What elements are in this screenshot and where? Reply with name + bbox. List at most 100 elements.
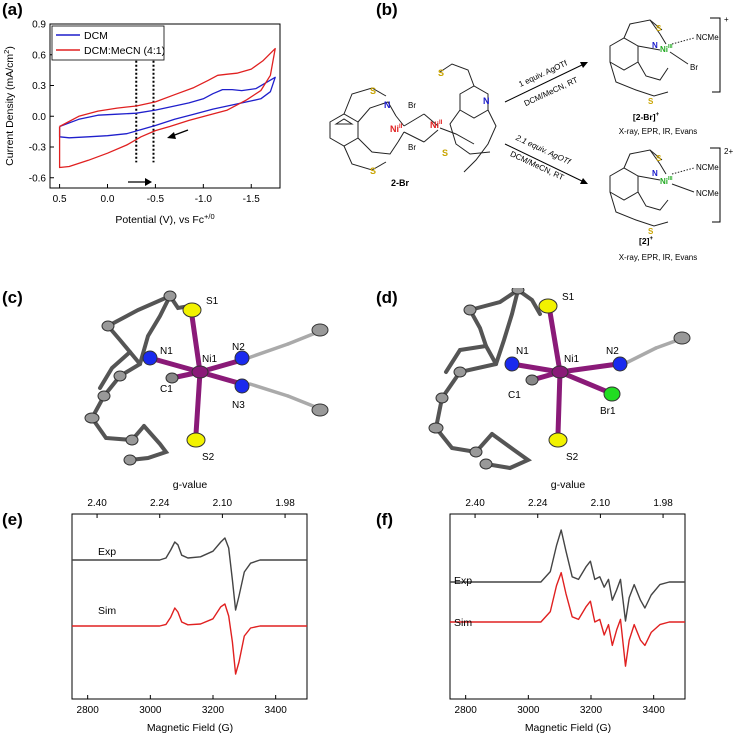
panel-label-c: (c) [2, 288, 23, 307]
epr-e-frame [71, 513, 308, 700]
atom-label-ni1: Ni1 [202, 354, 217, 365]
epr-xtick-label: 3200 [202, 705, 225, 716]
structure-c-atoms [84, 290, 329, 466]
atom-label-s1: S1 [206, 296, 219, 307]
epr-chart-f: g-value 2800 3000 3200 3400 2.40 2.24 2.10 1.98… [449, 479, 686, 734]
reaction-scheme: N S S S S N NiII NiII Br Br 2-Br 1 equiv… [329, 15, 733, 262]
reactant-label: 2-Br [391, 178, 410, 188]
panel-label-d: (d) [376, 288, 398, 307]
legend-label-mecn: DCM:MeCN (4:1) [84, 45, 165, 57]
reactant-s-label-top: S [370, 86, 376, 96]
product-bottom-ni: NiIII [660, 176, 673, 186]
atom-label-n1: N1 [160, 346, 173, 357]
panel-label-b: (b) [376, 0, 398, 19]
cv-ytick-label: 0.0 [32, 112, 46, 123]
epr-xtick-label: 3400 [643, 705, 666, 716]
product-top-ni: NiIII [660, 44, 673, 54]
reactant-ni-1: NiII [390, 124, 403, 134]
cv-chart: 0.5 0.0 -0.5 -1.0 -1.5 -0.6 -0.3 0.0 0.3 0.6 0.9 D… [2, 20, 281, 226]
legend-label-dcm: DCM [84, 30, 108, 42]
epr-f-top-xlabel: g-value [551, 479, 586, 491]
reactant-n-label-2: N [483, 96, 490, 106]
reactant-br-top: Br [408, 101, 416, 110]
structure-d-bonds [433, 288, 542, 471]
epr-f-label-sim: Sim [454, 617, 472, 629]
scan-arrow-right [128, 178, 152, 186]
product-top-label: [2-Br]+ [633, 112, 660, 122]
epr-xtick-label: 2800 [455, 705, 478, 716]
reactant-s-label-3: S [442, 148, 448, 158]
epr-f-frame [449, 513, 686, 700]
product-bottom-s-label-1: S [656, 154, 662, 163]
product-top-bracket-charge: + [724, 15, 729, 24]
cv-xtick-label: -1.5 [243, 194, 261, 205]
epr-gtick-label: 2.40 [87, 498, 107, 509]
epr-curve-0 [72, 537, 307, 611]
atom-label-n2: N2 [232, 342, 245, 353]
product-top-br: Br [690, 63, 698, 72]
epr-xtick-label: 3000 [517, 705, 540, 716]
epr-curve-1 [72, 603, 307, 675]
product-top-s-label-1: S [656, 24, 662, 33]
structure-d-atoms [428, 288, 691, 470]
cv-ytick-label: -0.3 [29, 143, 47, 154]
cv-ylabel: Current Density (mA/cm2) [2, 46, 16, 166]
reactant-n-label: N [384, 100, 391, 110]
epr-xtick-label: 3200 [580, 705, 603, 716]
atom-label-ni1-d: Ni1 [564, 354, 579, 365]
product-bottom-ncme-1: NCMe [696, 163, 719, 172]
epr-gtick-label: 2.40 [465, 498, 485, 509]
epr-e-label-exp: Exp [98, 546, 116, 558]
atom-label-s1-d: S1 [562, 292, 575, 303]
reactant-2-br-structure [329, 63, 497, 173]
atom-label-n2-d: N2 [606, 346, 619, 357]
product-bottom-s-label-2: S [648, 227, 654, 236]
product-bottom-label: [2]+ [639, 236, 653, 246]
reaction-arrow-top [504, 63, 585, 103]
product-bottom-ncme-2: NCMe [696, 189, 719, 198]
crystal-structure-c: S1 N1 Ni1 N2 N3 C1 S2 [84, 290, 329, 466]
cv-xtick-label: 0.0 [101, 194, 115, 205]
epr-gtick-label: 2.24 [150, 498, 170, 509]
cv-xtick-label: -0.5 [147, 194, 165, 205]
product-top-n-label: N [652, 41, 658, 50]
cv-ytick-label: 0.6 [32, 50, 46, 61]
epr-gtick-label: 2.10 [591, 498, 611, 509]
epr-gtick-label: 2.10 [213, 498, 233, 509]
epr-chart-e: g-value 2800 3000 3200 3400 2.40 2.24 2.10 1.98… [71, 479, 308, 734]
atom-label-br1-d: Br1 [600, 406, 616, 417]
product-bottom-bracket-charge: 2+ [724, 147, 733, 156]
cv-ytick-label: 0.9 [32, 20, 46, 31]
cv-plot-frame [49, 23, 281, 189]
cv-curve-0 [58, 76, 276, 139]
reactant-s-label-bottom: S [370, 166, 376, 176]
product-top-bracket [710, 17, 721, 93]
product-bottom-bracket [710, 147, 721, 223]
cv-xtick-label: -1.0 [195, 194, 213, 205]
epr-f-label-exp: Exp [454, 575, 472, 587]
product-2-structure [609, 149, 695, 227]
reactant-s-label-2: S [438, 68, 444, 78]
reactant-ni-2: NiII [430, 120, 443, 130]
atom-label-c1: C1 [160, 384, 173, 395]
atom-label-s2: S2 [202, 452, 215, 463]
product-bottom-methods: X-ray, EPR, IR, Evans [619, 253, 698, 262]
atom-label-n1-d: N1 [516, 346, 529, 357]
reactant-br-bottom: Br [408, 143, 416, 152]
epr-gtick-label: 2.24 [528, 498, 548, 509]
atom-label-s2-d: S2 [566, 452, 579, 463]
epr-curve-1 [450, 571, 685, 667]
epr-f-xlabel: Magnetic Field (G) [525, 722, 611, 734]
epr-xtick-label: 3400 [265, 705, 288, 716]
product-top-ncme: NCMe [696, 33, 719, 42]
epr-gtick-label: 1.98 [653, 498, 673, 509]
epr-xtick-label: 3000 [139, 705, 162, 716]
cv-xtick-label: 0.5 [53, 194, 67, 205]
epr-xtick-label: 2800 [77, 705, 100, 716]
epr-e-label-sim: Sim [98, 605, 116, 617]
crystal-structure-d: S1 N1 Ni1 N2 C1 Br1 S2 [428, 288, 691, 471]
cv-legend: DCM DCM:MeCN (4:1) [51, 25, 165, 61]
product-top-methods: X-ray, EPR, IR, Evans [619, 127, 698, 136]
epr-curve-0 [450, 529, 685, 622]
atom-label-c1-d: C1 [508, 390, 521, 401]
